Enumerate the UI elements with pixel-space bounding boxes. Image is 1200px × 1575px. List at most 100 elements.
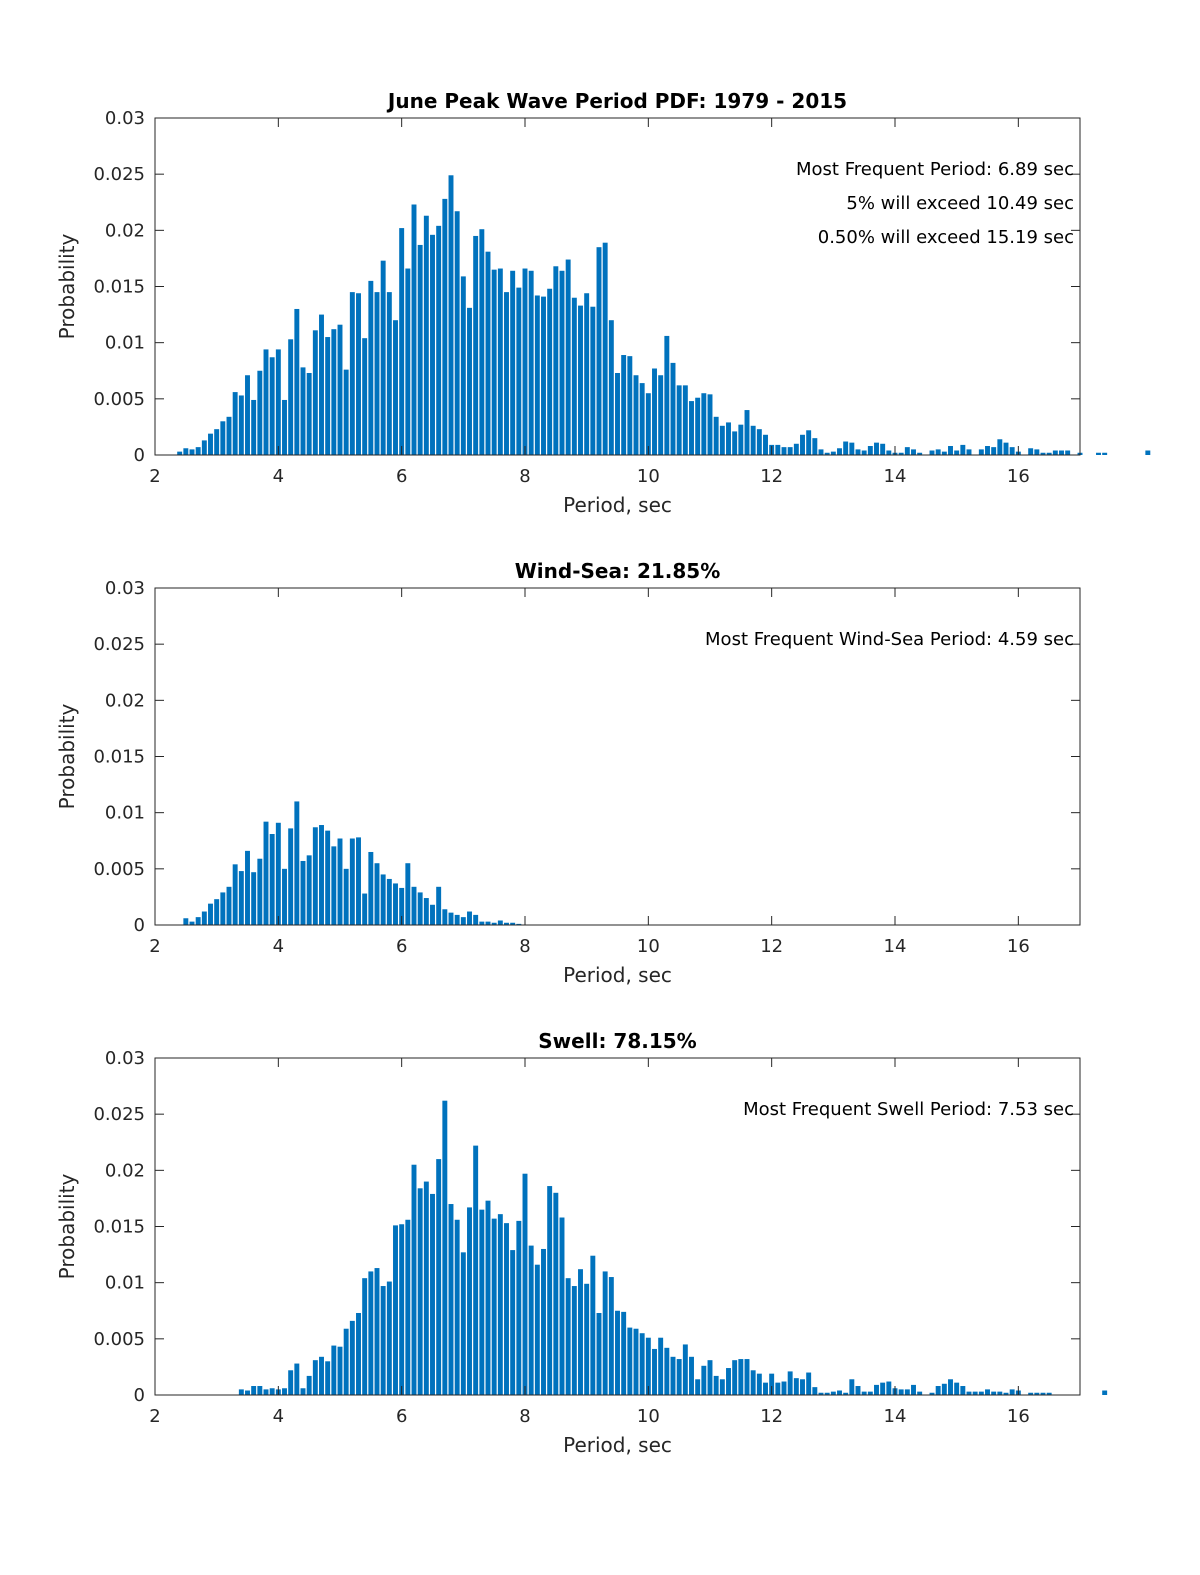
bar — [485, 1200, 491, 1395]
bar — [1102, 1390, 1108, 1395]
bar — [479, 1209, 485, 1395]
bar — [319, 825, 324, 925]
bar — [399, 228, 405, 455]
bar — [584, 293, 590, 455]
bar — [510, 1250, 516, 1395]
bar — [331, 329, 337, 455]
bar — [541, 1248, 546, 1395]
bar — [380, 1286, 386, 1395]
x-tick-label: 8 — [519, 466, 530, 487]
bar — [830, 1391, 836, 1395]
bar — [1003, 442, 1009, 455]
bar — [245, 375, 250, 455]
x-tick-label: 10 — [637, 1406, 660, 1427]
x-tick-label: 10 — [637, 466, 660, 487]
bar — [627, 356, 633, 455]
bar — [516, 287, 522, 455]
bar — [485, 921, 491, 925]
bar — [208, 903, 213, 925]
bar — [522, 1173, 528, 1395]
annotation: 0.50% will exceed 15.19 sec — [818, 227, 1074, 248]
y-tick-label: 0.03 — [105, 108, 145, 129]
bar — [559, 1217, 565, 1395]
bar — [510, 922, 516, 925]
bar — [658, 375, 664, 455]
chart-1: 2 4 6 8 10 12 14 16 0 0.005 0.01 0.015 0.02 0.025 0.03… — [55, 559, 1081, 987]
bar — [195, 917, 201, 925]
bar — [547, 1186, 553, 1395]
bar — [904, 1389, 910, 1395]
bar — [985, 446, 990, 455]
y-tick-label: 0.01 — [105, 333, 145, 354]
x-tick-label: 8 — [519, 936, 530, 957]
bar — [411, 886, 417, 925]
bar — [436, 225, 442, 455]
bar — [874, 442, 879, 455]
bar — [214, 899, 220, 925]
bar — [682, 1344, 688, 1395]
bar — [1003, 1392, 1009, 1395]
bar — [719, 425, 725, 455]
bar — [645, 393, 651, 455]
annotation: Most Frequent Wind-Sea Period: 4.59 sec — [705, 629, 1074, 650]
bar — [744, 410, 750, 455]
bar — [966, 1391, 972, 1395]
chart-title: Wind-Sea: 21.85% — [515, 559, 721, 583]
bar — [886, 450, 892, 455]
bar — [467, 307, 472, 455]
bar — [386, 1281, 392, 1395]
bar — [954, 450, 960, 455]
bar — [849, 1379, 855, 1395]
bar — [1034, 449, 1040, 455]
x-axis-label: Period, sec — [563, 963, 672, 987]
bar — [393, 1225, 398, 1395]
bar — [750, 425, 756, 455]
x-tick-label: 12 — [760, 466, 783, 487]
bar — [528, 1245, 534, 1395]
bar — [343, 369, 349, 455]
bar — [824, 1392, 830, 1395]
bar — [886, 1381, 892, 1395]
bar — [756, 1373, 762, 1395]
bar — [547, 288, 553, 455]
x-axis-label: Period, sec — [563, 493, 672, 517]
bar — [849, 442, 855, 455]
bar — [676, 385, 682, 455]
bar — [368, 280, 374, 455]
bar — [775, 1382, 781, 1395]
bar — [374, 1268, 380, 1395]
bar — [312, 827, 318, 925]
bar — [726, 422, 731, 455]
bar — [423, 898, 429, 925]
bar — [787, 1371, 793, 1395]
bar — [479, 229, 485, 455]
bar — [948, 1379, 953, 1395]
bar — [263, 1389, 269, 1395]
bar — [855, 1386, 861, 1395]
bar — [880, 443, 886, 455]
bar — [467, 1207, 472, 1395]
bar — [245, 850, 250, 925]
bar — [454, 211, 460, 455]
bar — [405, 863, 411, 925]
bar — [417, 892, 423, 925]
bar — [362, 338, 368, 455]
bar — [417, 1188, 423, 1395]
y-tick-label: 0.02 — [105, 220, 145, 241]
bar — [565, 259, 571, 455]
bar — [257, 858, 263, 925]
y-axis-label: Probability — [55, 233, 79, 339]
bar — [282, 1388, 287, 1395]
bar — [356, 837, 361, 925]
bar — [571, 1286, 577, 1395]
bar — [534, 295, 540, 455]
bar — [997, 439, 1003, 455]
y-tick-label: 0.01 — [105, 1273, 145, 1294]
bar — [695, 1379, 701, 1395]
bar — [374, 292, 380, 455]
bar — [306, 855, 312, 925]
bar — [220, 421, 226, 455]
bar — [917, 452, 923, 455]
bar — [553, 1192, 559, 1395]
bar — [874, 1384, 879, 1395]
